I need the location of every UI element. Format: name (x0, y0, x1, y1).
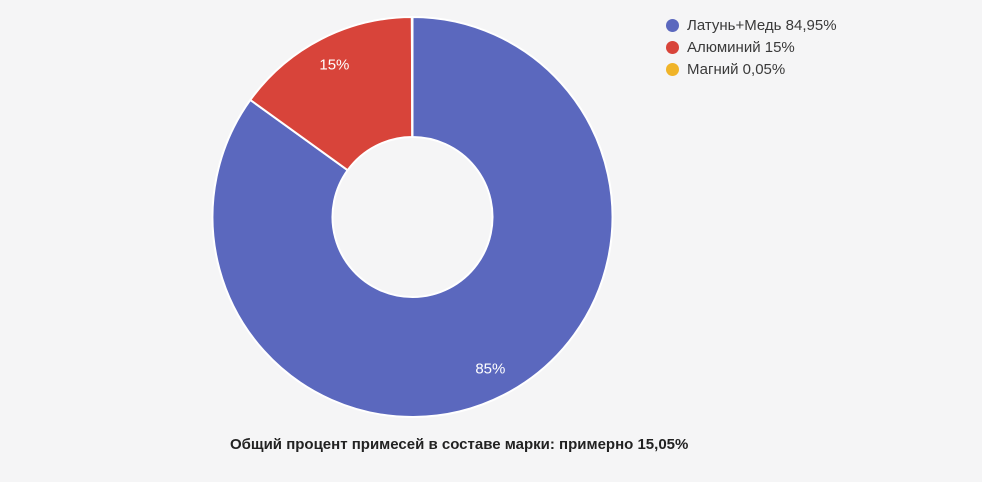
legend-item-magnesium[interactable]: Магний 0,05% (666, 58, 837, 80)
legend-item-aluminium[interactable]: Алюминий 15% (666, 36, 837, 58)
legend-item-brass-copper[interactable]: Латунь+Медь 84,95% (666, 14, 837, 36)
legend-label-brass-copper: Латунь+Медь 84,95% (687, 16, 837, 34)
legend-swatch-icon (666, 62, 679, 76)
pie-slice-Алюминий[interactable] (248, 15, 414, 172)
slice-label-Латунь+Медь: 85% (475, 361, 505, 378)
chart-caption: Общий процент примесей в составе марки: … (230, 436, 689, 453)
legend-label-aluminium: Алюминий 15% (687, 38, 795, 56)
legend-swatch-icon (666, 40, 679, 54)
legend: Латунь+Медь 84,95% Алюминий 15% Магний 0… (666, 14, 837, 80)
pie-slice-Магний[interactable] (410, 15, 414, 139)
legend-label-magnesium: Магний 0,05% (687, 60, 786, 78)
pie-slice-Латунь+Медь[interactable] (211, 15, 614, 418)
slice-label-Алюминий: 15% (319, 56, 349, 73)
legend-swatch-icon (666, 18, 679, 32)
